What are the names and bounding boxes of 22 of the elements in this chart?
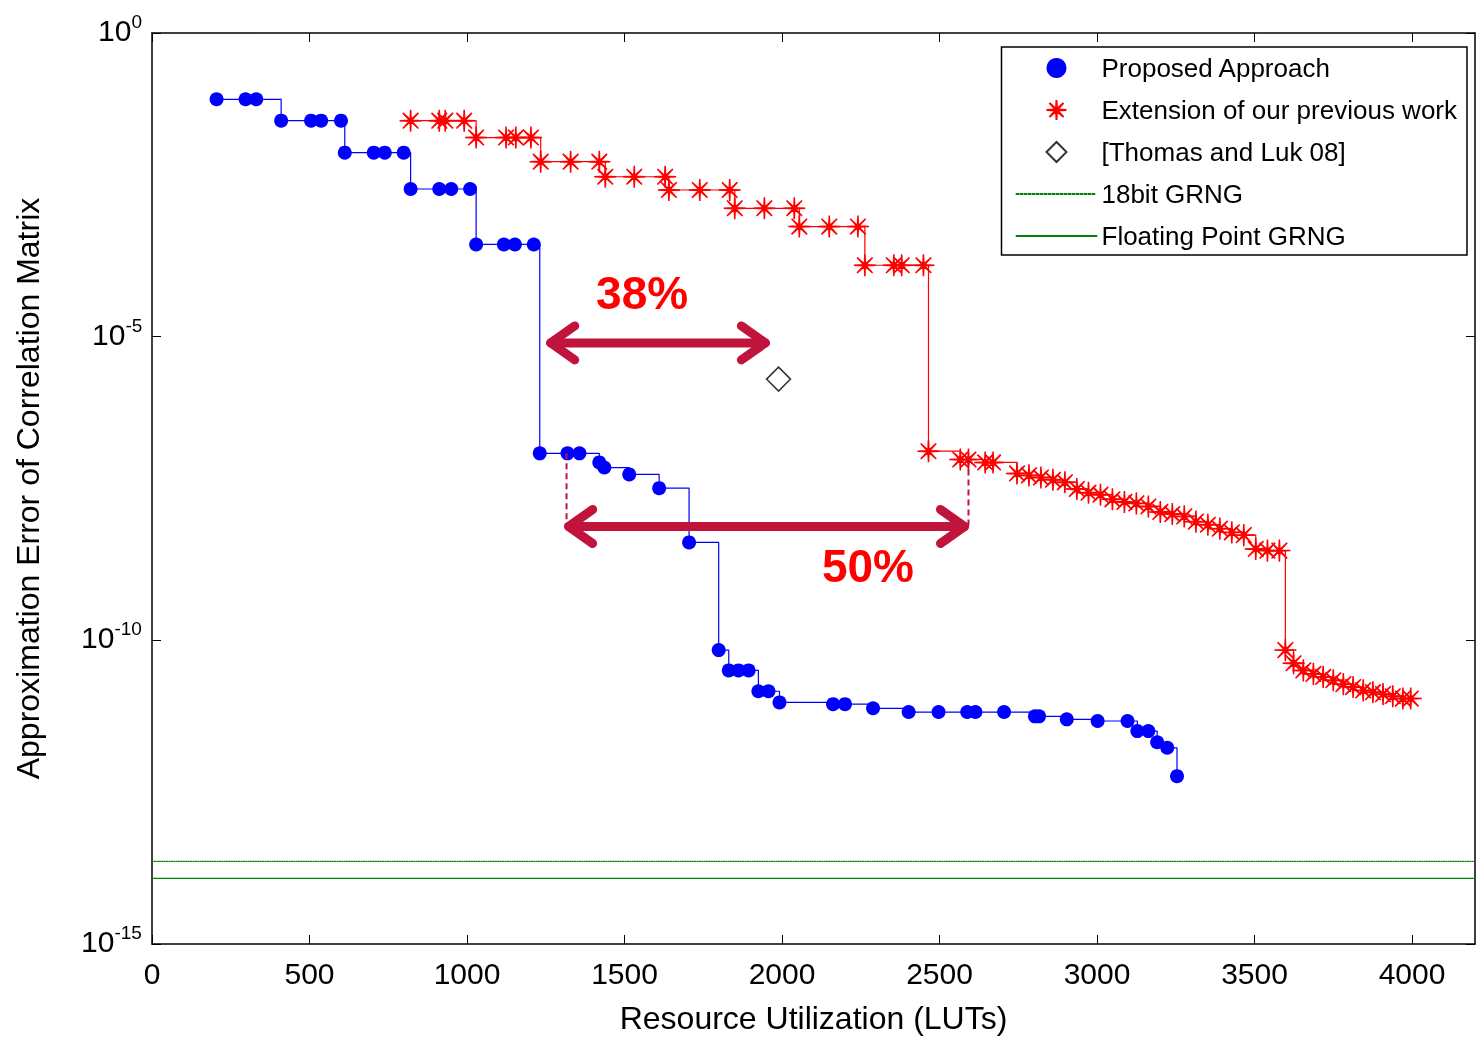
legend-label: [Thomas and Luk 08]	[1101, 137, 1346, 167]
x-axis-title: Resource Utilization (LUTs)	[619, 1000, 1008, 1036]
legend-label: Floating Point GRNG	[1101, 221, 1346, 251]
x-tick-label: 500	[284, 956, 335, 990]
x-tick-label: 1000	[433, 956, 501, 990]
y-tick-label: 10$^{-15}$	[81, 922, 142, 958]
legend-label: Extension of our previous work	[1101, 95, 1458, 125]
x-tick-label: 3500	[1221, 956, 1288, 990]
y-axis-title: Approximation Error of Correlation Matrix	[10, 197, 46, 780]
y-tick-label: 10$^{-10}$	[81, 618, 142, 655]
legend-label: 18bit GRNG	[1101, 179, 1244, 209]
annotation: 38%	[596, 266, 689, 319]
legend-label: Proposed Approach	[1101, 53, 1330, 83]
x-tick-label: 4000	[1378, 956, 1446, 990]
annotation: 50%	[821, 539, 915, 592]
x-tick-label: 0	[143, 956, 161, 990]
x-tick-label: 3000	[1063, 956, 1131, 990]
x-tick-label: 2500	[906, 956, 973, 990]
x-tick-label: 2000	[748, 956, 816, 990]
y-tick-label: 10$^{-5}$	[92, 314, 143, 351]
y-tick-label: 10$^{0}$	[98, 11, 142, 47]
x-tick-label: 1500	[591, 956, 658, 990]
